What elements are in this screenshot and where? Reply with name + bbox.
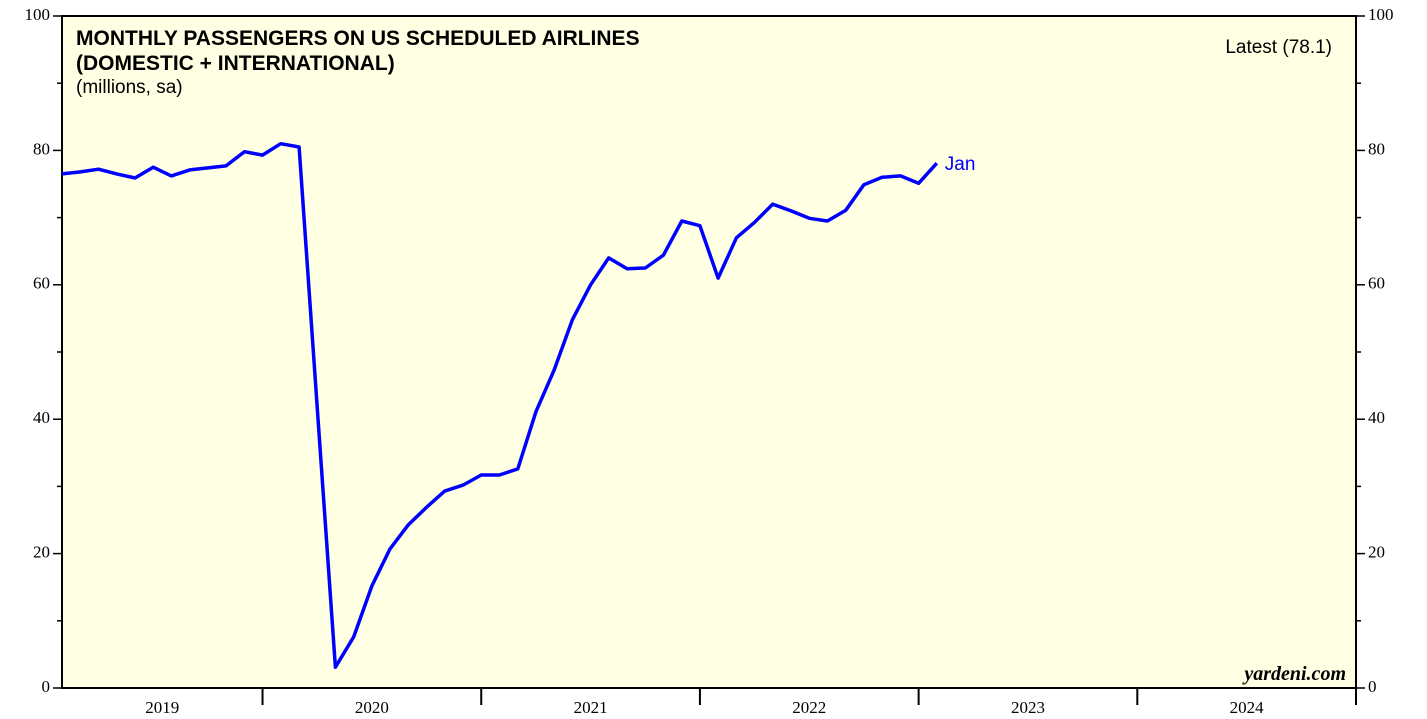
x-tick-label: 2024 [1230, 698, 1265, 717]
x-tick-label: 2019 [145, 698, 179, 717]
data-line [61, 141, 939, 669]
y2-tick-label: 0 [1368, 677, 1377, 696]
x-tick-label: 2022 [792, 698, 826, 717]
chart-title: (DOMESTIC + INTERNATIONAL) [76, 52, 395, 75]
chart-title: MONTHLY PASSENGERS ON US SCHEDULED AIRLI… [76, 27, 640, 50]
y2-tick-label: 40 [1368, 408, 1385, 427]
y2-tick-label: 60 [1368, 274, 1385, 293]
x-tick-label: 2023 [1011, 698, 1045, 717]
y2-tick-label: 80 [1368, 139, 1385, 158]
y-tick-label: 20 [33, 543, 50, 562]
x-tick-label: 2020 [355, 698, 389, 717]
y-tick-label: 80 [33, 139, 50, 158]
y-tick-label: 40 [33, 408, 50, 427]
source: yardeni.com [1242, 663, 1346, 685]
x-tick-label: 2021 [574, 698, 608, 717]
end-label: Jan [945, 154, 976, 175]
chart-subtitle: (millions, sa) [76, 77, 183, 98]
y-tick-label: 100 [25, 5, 51, 24]
y-tick-label: 60 [33, 274, 50, 293]
y2-tick-label: 20 [1368, 543, 1385, 562]
y-tick-label: 0 [42, 677, 51, 696]
latest-annotation: Latest (78.1) [1225, 37, 1332, 58]
plot-background [61, 15, 1357, 689]
y2-tick-label: 100 [1368, 5, 1394, 24]
